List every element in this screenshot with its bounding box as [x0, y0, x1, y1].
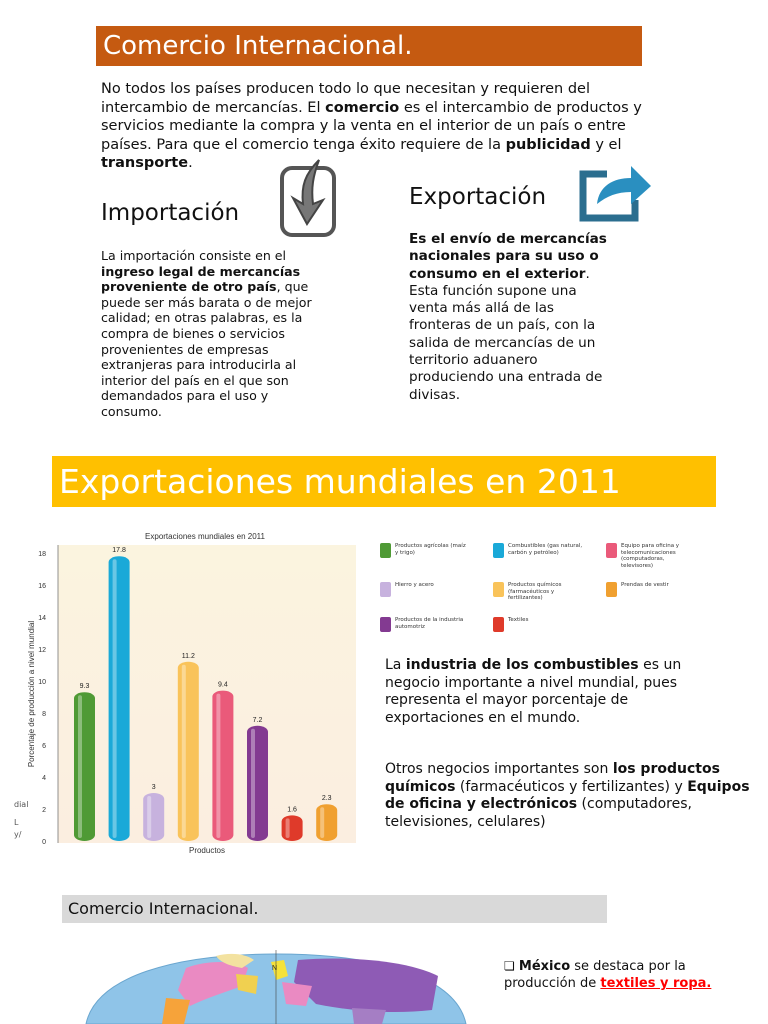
legend-item: Equipo para oficina y telecomunicaciones…	[606, 543, 696, 569]
y-axis-label: Porcentaje de producción a nivel mundial	[27, 621, 36, 768]
y-tick-label: 18	[38, 551, 46, 558]
bar	[316, 804, 338, 841]
bar	[74, 692, 95, 841]
share-arrow-icon	[579, 166, 651, 222]
exports-bar-chart: Exportaciones mundiales en 2011 Producto…	[27, 532, 356, 855]
legend-swatch	[606, 543, 617, 558]
cropped-text-fragment: L	[14, 818, 19, 827]
legend-label: Productos químicos (farmacéuticos y fert…	[508, 582, 562, 601]
map-region	[282, 982, 312, 1006]
otros-negocios-paragraph: Otros negocios importantes son los produ…	[385, 761, 750, 830]
plot-background	[58, 545, 356, 843]
bar-value-label: 3	[152, 784, 156, 791]
map-region	[162, 998, 190, 1024]
cropped-text-fragment: y/	[14, 830, 22, 839]
exportacion-text: Es el envío de mercancías nacionales par…	[409, 231, 607, 403]
legend-swatch	[380, 617, 391, 632]
section-banner-exportaciones: Exportaciones mundiales en 2011	[52, 456, 716, 507]
bar-value-label: 1.6	[287, 806, 297, 813]
bar-highlight	[112, 559, 117, 838]
bar-highlight	[216, 693, 221, 838]
legend-item: Hierro y acero	[380, 582, 470, 597]
legend-swatch	[380, 543, 391, 558]
legend-item: Textiles	[493, 617, 583, 632]
legend-item: Combustibles (gas natural, carbón y petr…	[493, 543, 583, 558]
map-region	[236, 974, 258, 994]
bar-highlight	[320, 807, 325, 838]
importacion-heading: Importación	[101, 200, 240, 226]
download-arrow-icon	[280, 159, 336, 237]
y-tick-label: 10	[38, 679, 46, 686]
legend-label: Equipo para oficina y telecomunicaciones…	[621, 543, 680, 569]
bar-value-label: 7.2	[253, 717, 263, 724]
legend-label: Combustibles (gas natural, carbón y petr…	[508, 543, 583, 556]
cropped-text-fragment: dial	[14, 800, 29, 809]
legend-item: Productos agrícolas (maíz y trigo)	[380, 543, 470, 558]
exportacion-heading: Exportación	[409, 184, 547, 210]
y-tick-label: 8	[42, 711, 46, 718]
bar	[143, 793, 165, 841]
map-region	[178, 962, 248, 1006]
legend-swatch	[493, 617, 504, 632]
bar-value-label: 17.8	[112, 547, 126, 554]
bar	[247, 725, 268, 841]
intro-paragraph: No todos los países producen todo lo que…	[101, 81, 642, 171]
y-tick-label: 16	[38, 583, 46, 590]
chart-title: Exportaciones mundiales en 2011	[145, 532, 265, 541]
legend-label: Textiles	[508, 617, 529, 623]
legend-swatch	[380, 582, 391, 597]
legend-label: Productos agrícolas (maíz y trigo)	[395, 543, 466, 556]
bar-highlight	[285, 818, 290, 838]
y-tick-label: 0	[42, 839, 46, 846]
y-tick-label: 12	[38, 647, 46, 654]
legend-label: Hierro y acero	[395, 582, 434, 588]
y-tick-label: 14	[38, 615, 46, 622]
legend-item: Prendas de vestir	[606, 582, 696, 597]
importacion-text: La importación consiste en el ingreso le…	[101, 248, 312, 419]
legend-item: Productos de la industria automotriz	[380, 617, 470, 632]
svg-text:N: N	[272, 965, 277, 972]
bar	[212, 690, 234, 841]
legend-label: Productos de la industria automotriz	[395, 617, 464, 630]
y-tick-label: 2	[42, 807, 46, 814]
legend-swatch	[606, 582, 617, 597]
bar-value-label: 2.3	[322, 795, 332, 802]
bar	[281, 815, 303, 841]
bar-highlight	[181, 664, 186, 838]
section-banner-comercio: Comercio Internacional.	[96, 26, 642, 66]
x-axis-label: Productos	[189, 846, 225, 855]
bar-highlight	[147, 796, 152, 838]
map-region	[216, 953, 254, 968]
bar	[177, 661, 199, 841]
section-banner-comercio-2: Comercio Internacional.	[62, 895, 607, 923]
map-region	[271, 960, 288, 980]
legend-item: Productos químicos (farmacéuticos y fert…	[493, 582, 583, 602]
bar-value-label: 9.3	[80, 683, 90, 690]
mexico-bullet: ❏ México se destaca por la producción de…	[504, 959, 712, 991]
bar-value-label: 9.4	[218, 682, 228, 689]
bar	[108, 556, 130, 841]
legend-label: Prendas de vestir	[621, 582, 669, 588]
map-region	[294, 958, 438, 1012]
bar-highlight	[251, 728, 255, 838]
bar-highlight	[78, 695, 82, 838]
bar-value-label: 11.2	[182, 653, 195, 660]
y-tick-label: 6	[42, 743, 46, 750]
y-tick-label: 4	[42, 775, 46, 782]
chart-legend: Productos agrícolas (maíz y trigo) Combus…	[380, 540, 716, 640]
combustibles-paragraph: La industria de los combustibles es un n…	[385, 657, 682, 726]
legend-swatch	[493, 582, 504, 597]
map-region	[352, 1008, 386, 1024]
legend-swatch	[493, 543, 504, 558]
world-map: N	[85, 950, 467, 1024]
